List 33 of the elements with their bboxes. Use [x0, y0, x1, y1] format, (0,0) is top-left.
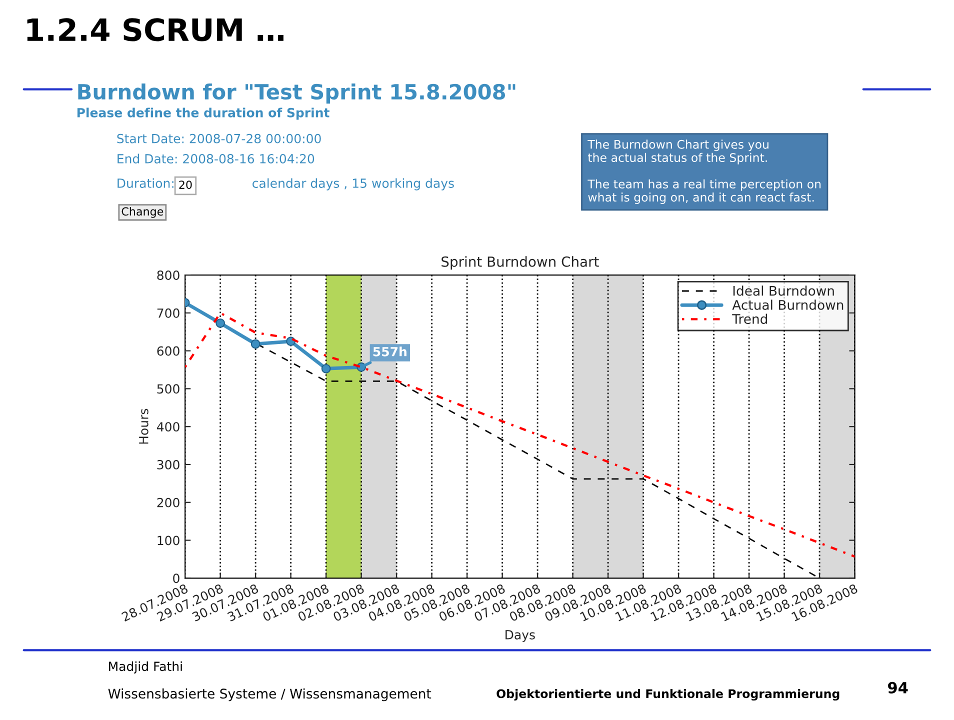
text: Objektorientierte und Funktionale Programmierung	[496, 689, 840, 701]
chart-title: Sprint Burndown Chart	[442, 256, 599, 270]
point	[250, 339, 260, 349]
text: Wissensbasierte Systeme / Wissensmanagement	[108, 688, 432, 702]
y-tick-label: 800	[157, 270, 180, 280]
point	[321, 364, 331, 374]
text: Madjid Fathi	[109, 661, 182, 674]
y-tick-label: 300	[157, 460, 180, 470]
text: Duration:	[118, 178, 174, 188]
legend-label: Trend	[732, 314, 768, 324]
text: 94	[888, 682, 908, 694]
text: The Burndown Chart gives you the actual status of the Sprint. The team has a real time perception on what is going on, and it can react fast.	[588, 140, 821, 204]
text: End Date: 2008-08-16 16:04:20	[118, 154, 314, 164]
y-tick-label: 100	[158, 536, 180, 546]
annotation: 557h	[373, 346, 406, 356]
text: Change	[122, 207, 164, 218]
text: 20	[179, 180, 192, 189]
y-tick-label: 700	[157, 308, 180, 318]
y-tick-label: 0	[173, 574, 180, 584]
point	[216, 318, 226, 328]
y-tick-label: 500	[157, 384, 180, 394]
text: Start Date: 2008-07-28 00:00:00	[117, 134, 321, 144]
text: Please define the duration of Sprint	[77, 108, 330, 120]
text: calendar days , 15 working days	[252, 178, 454, 190]
y-axis-title: Hours	[139, 408, 148, 444]
legend-label: Actual Burndown	[732, 300, 844, 310]
text: 1.2.4 SCRUM …	[27, 18, 284, 42]
y-tick-label: 200	[157, 498, 180, 508]
y-tick-label: 600	[157, 346, 180, 356]
legend-label: Ideal Burndown	[733, 286, 834, 296]
text: Burndown for "Test Sprint 15.8.2008"	[78, 84, 516, 104]
x-axis-title: Days	[506, 630, 535, 642]
y-tick-label: 400	[156, 422, 180, 432]
